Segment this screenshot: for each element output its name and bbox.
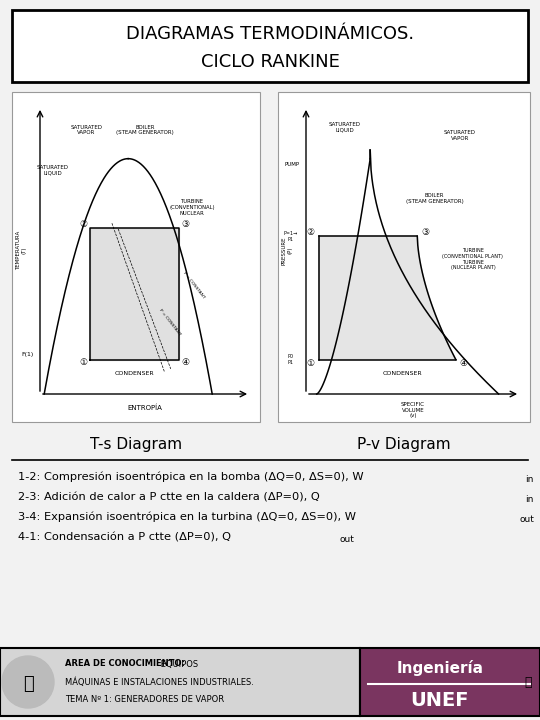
- Text: CONDENSER: CONDENSER: [382, 372, 422, 377]
- Bar: [360, 648, 540, 716]
- Text: in: in: [525, 475, 534, 485]
- Text: TURBINE
(CONVENTIONAL PLANT)
TURBINE
(NUCLEAR PLANT): TURBINE (CONVENTIONAL PLANT) TURBINE (NU…: [442, 248, 503, 270]
- Text: ②: ②: [79, 220, 87, 229]
- Text: BOILER
(STEAM GENERATOR): BOILER (STEAM GENERATOR): [406, 194, 463, 204]
- Text: 1-2: Compresión isoentrópica en la bomba (ΔQ=0, ΔS=0), W: 1-2: Compresión isoentrópica en la bomba…: [18, 472, 363, 482]
- Text: PUMP: PUMP: [285, 162, 300, 167]
- Text: ①: ①: [307, 359, 315, 368]
- Text: TEMPERATURA
(T): TEMPERATURA (T): [16, 231, 26, 270]
- Polygon shape: [319, 236, 456, 359]
- Text: P-v Diagram: P-v Diagram: [357, 436, 451, 451]
- Text: F(1): F(1): [22, 352, 34, 357]
- Text: TURBINE
(CONVENTIONAL)
NUCLEAR: TURBINE (CONVENTIONAL) NUCLEAR: [169, 199, 215, 216]
- Text: Ingeniería: Ingeniería: [396, 660, 483, 676]
- Text: DIAGRAMAS TERMODINÁMICOS.: DIAGRAMAS TERMODINÁMICOS.: [126, 25, 414, 43]
- Text: BOILER
(STEAM GENERATOR): BOILER (STEAM GENERATOR): [116, 125, 174, 135]
- Text: SATURATED
VAPOR: SATURATED VAPOR: [444, 130, 476, 141]
- Text: out: out: [519, 516, 534, 524]
- Text: EQUIPOS: EQUIPOS: [158, 660, 198, 668]
- Text: ③: ③: [421, 228, 429, 237]
- Polygon shape: [90, 228, 179, 359]
- Text: ENTROPÍA: ENTROPÍA: [127, 405, 163, 411]
- Text: 3-4: Expansión isoentrópica en la turbina (ΔQ=0, ΔS=0), W: 3-4: Expansión isoentrópica en la turbin…: [18, 512, 356, 522]
- Text: SATURATED
LIQUID: SATURATED LIQUID: [328, 122, 361, 132]
- Text: 🖥: 🖥: [524, 675, 532, 688]
- Bar: [278, 92, 530, 422]
- Text: ④: ④: [181, 358, 190, 367]
- Text: ①: ①: [79, 358, 87, 367]
- Text: ④: ④: [460, 359, 468, 368]
- Text: TEMA Nº 1: GENERADORES DE VAPOR: TEMA Nº 1: GENERADORES DE VAPOR: [65, 696, 224, 704]
- Text: CONDENSER: CONDENSER: [114, 372, 154, 377]
- Text: AREA DE CONOCIMIENTO:: AREA DE CONOCIMIENTO:: [65, 660, 185, 668]
- Text: P0
P1: P0 P1: [288, 354, 294, 365]
- Text: 4-1: Condensación a P ctte (ΔP=0), Q: 4-1: Condensación a P ctte (ΔP=0), Q: [18, 532, 231, 542]
- Text: P = CONSTANT: P = CONSTANT: [182, 271, 205, 299]
- Text: ③: ③: [181, 220, 190, 229]
- Text: in: in: [525, 495, 534, 505]
- Bar: [12, 10, 528, 82]
- Text: UNEF: UNEF: [411, 690, 469, 709]
- Text: SATURATED
LIQUID: SATURATED LIQUID: [37, 165, 69, 176]
- Text: 🫖: 🫖: [23, 675, 33, 693]
- Text: P = CONSTANT: P = CONSTANT: [159, 308, 182, 336]
- Text: ②: ②: [307, 228, 315, 237]
- Text: SPECIFIC
VOLUME
(v): SPECIFIC VOLUME (v): [401, 402, 425, 418]
- Bar: [12, 92, 260, 422]
- Text: MÁQUINAS E INSTALACIONES INDUSTRIALES.: MÁQUINAS E INSTALACIONES INDUSTRIALES.: [65, 678, 254, 687]
- Text: PRESSURE
(P): PRESSURE (P): [281, 236, 292, 265]
- Bar: [0, 648, 360, 716]
- Text: 2-3: Adición de calor a P ctte en la caldera (ΔP=0), Q: 2-3: Adición de calor a P ctte en la cal…: [18, 492, 320, 502]
- Text: SATURATED
VAPOR: SATURATED VAPOR: [70, 125, 102, 135]
- Text: T-s Diagram: T-s Diagram: [90, 436, 182, 451]
- Text: out: out: [340, 536, 355, 544]
- Circle shape: [2, 656, 54, 708]
- Text: P=1→
P1: P=1→ P1: [284, 230, 298, 241]
- Text: CICLO RANKINE: CICLO RANKINE: [200, 53, 340, 71]
